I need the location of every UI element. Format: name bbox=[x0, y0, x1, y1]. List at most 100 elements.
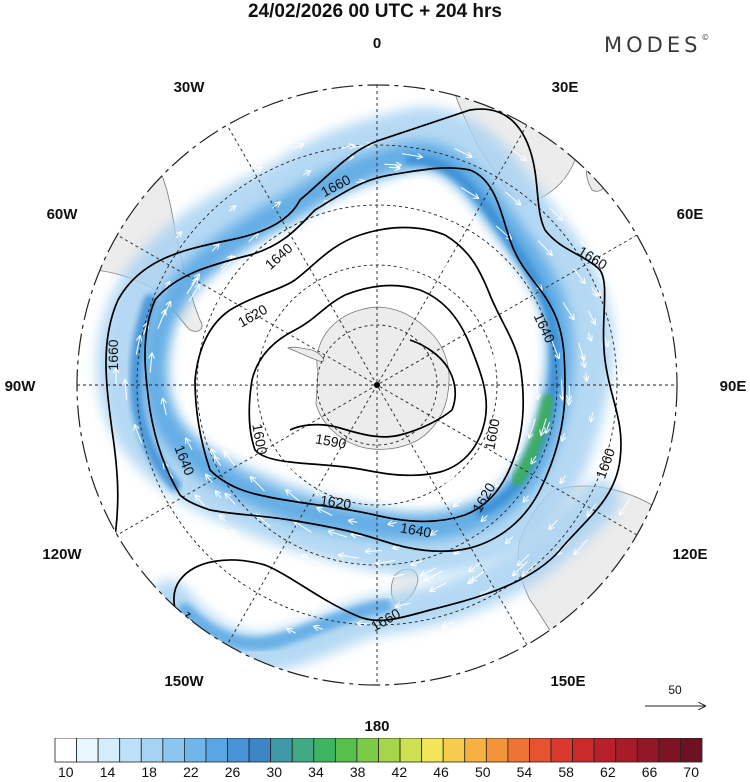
wind-vector bbox=[337, 226, 352, 232]
wind-vector bbox=[251, 271, 261, 282]
wind-vector bbox=[468, 278, 477, 286]
wind-vector bbox=[573, 268, 585, 283]
wind-vector bbox=[238, 137, 249, 145]
contour-label: 1620 bbox=[319, 492, 352, 512]
wind-vectors bbox=[100, 129, 643, 660]
wind-vector bbox=[206, 475, 213, 483]
colorbar-cell bbox=[227, 738, 250, 763]
colorbar-cell bbox=[399, 738, 423, 763]
wind-vector bbox=[230, 261, 242, 276]
wind-vector bbox=[459, 212, 475, 223]
colorbar-label: 42 bbox=[392, 764, 408, 780]
chart-title: 24/02/2026 00 UTC + 204 hrs bbox=[247, 1, 503, 22]
wind-vector bbox=[267, 242, 283, 257]
colorbar-label: 10 bbox=[58, 764, 74, 780]
wind-vector bbox=[340, 145, 354, 148]
wind-vector bbox=[231, 530, 240, 539]
colorbar-cell bbox=[313, 738, 336, 763]
wind-vector bbox=[551, 339, 559, 358]
colorbar-label: 46 bbox=[433, 764, 449, 780]
wind-vector bbox=[356, 181, 364, 182]
wind-vector bbox=[513, 150, 525, 161]
wind-vector bbox=[454, 148, 472, 157]
colorbar-label: 34 bbox=[308, 764, 324, 780]
wind-vector bbox=[495, 317, 503, 327]
wind-vector bbox=[213, 342, 216, 353]
colorbar-cell bbox=[529, 738, 552, 763]
lon-label-180: 180 bbox=[364, 718, 389, 735]
wind-vector bbox=[442, 621, 454, 627]
wind-vector bbox=[287, 629, 296, 633]
colorbar-cell bbox=[572, 738, 595, 763]
wind-vector bbox=[248, 233, 258, 243]
lon-label-0: 0 bbox=[373, 35, 381, 52]
wind-vector bbox=[314, 626, 323, 629]
wind-vector bbox=[234, 408, 242, 426]
wind-vector bbox=[219, 417, 222, 426]
colorbar-cell bbox=[76, 738, 99, 763]
colorbar-cell bbox=[378, 738, 401, 763]
colorbar-cell bbox=[356, 738, 379, 763]
wind-vector bbox=[484, 316, 489, 323]
lon-label-30e: 30E bbox=[552, 79, 579, 96]
wind-vector bbox=[398, 180, 407, 181]
colorbar-cell bbox=[464, 738, 487, 763]
wind-vector bbox=[228, 206, 235, 212]
colorbar-label: 14 bbox=[100, 764, 116, 780]
map-border bbox=[76, 84, 678, 686]
reference-vector-label: 50 bbox=[668, 683, 682, 697]
wind-vector bbox=[150, 354, 152, 373]
wind-vector bbox=[586, 372, 587, 381]
jet-band-pacific bbox=[150, 480, 620, 673]
wind-vector bbox=[591, 412, 593, 421]
copyright-mark: © bbox=[701, 33, 710, 42]
wind-vector bbox=[394, 264, 413, 269]
wind-vector bbox=[505, 424, 514, 442]
wind-vector bbox=[305, 236, 321, 248]
wind-vector bbox=[549, 519, 558, 529]
colorbar-label: 62 bbox=[600, 764, 616, 780]
wind-vector bbox=[294, 144, 303, 150]
wind-vector bbox=[588, 332, 591, 341]
wind-vector bbox=[596, 456, 602, 468]
wind-vector bbox=[282, 246, 296, 259]
wind-vector bbox=[575, 538, 589, 554]
wind-vector bbox=[493, 255, 506, 268]
wind-vector bbox=[351, 534, 364, 536]
wind-vector bbox=[263, 552, 276, 562]
lon-label-90e: 90E bbox=[720, 378, 747, 395]
colorbar-cell bbox=[615, 738, 638, 763]
wind-vector bbox=[596, 288, 600, 296]
lon-label-150w: 150W bbox=[164, 673, 204, 690]
wind-vector bbox=[339, 555, 359, 559]
wind-vector bbox=[191, 275, 200, 286]
colorbar-cell bbox=[485, 738, 509, 763]
wind-vector bbox=[209, 298, 218, 311]
lon-label-150e: 150E bbox=[550, 673, 585, 690]
wind-vector bbox=[211, 450, 215, 457]
wind-vector bbox=[500, 449, 511, 465]
contour-1640 bbox=[144, 167, 566, 553]
colorbar-cell bbox=[54, 738, 77, 763]
wind-vector bbox=[329, 531, 348, 538]
wind-vector bbox=[546, 421, 550, 433]
wind-vector bbox=[562, 379, 563, 400]
antarctic-peninsula bbox=[287, 346, 325, 363]
colorbar-cell bbox=[421, 738, 444, 763]
colorbar-cell bbox=[680, 738, 703, 763]
colorbar-label: 66 bbox=[642, 764, 658, 780]
brand-logo: MODES© bbox=[604, 33, 709, 57]
wind-vector bbox=[412, 203, 422, 206]
wind-vector bbox=[390, 237, 406, 239]
contour-label: 1600 bbox=[249, 422, 270, 456]
wind-vector bbox=[516, 345, 523, 360]
colorbar-label: 50 bbox=[475, 764, 491, 780]
colorbar-cell bbox=[507, 738, 530, 763]
wind-vector bbox=[196, 496, 206, 507]
colorbar-cell bbox=[140, 738, 164, 763]
contour-label: 1660 bbox=[105, 339, 121, 370]
wind-vector bbox=[523, 562, 537, 576]
wind-vector bbox=[240, 311, 247, 320]
wind-vector bbox=[396, 603, 411, 607]
colorbar-label: 26 bbox=[225, 764, 241, 780]
